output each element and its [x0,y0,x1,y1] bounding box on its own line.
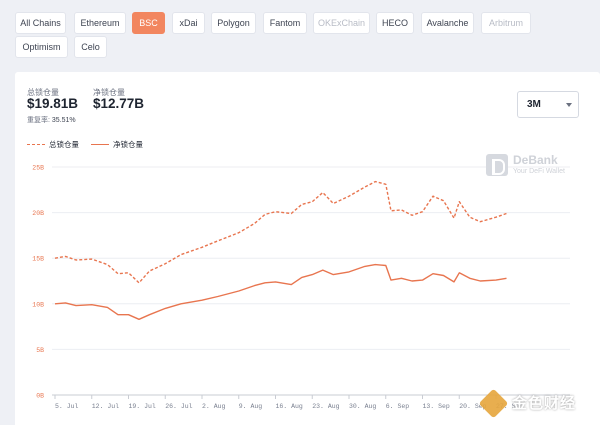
series-line-net [54,263,507,320]
time-range-value: 3M [527,99,541,110]
chain-tab-avalanche[interactable]: Avalanche [421,12,474,34]
x-tick-label: 27. Sep [496,403,523,410]
net-locked-value: $12.77B [93,96,145,111]
time-range-select[interactable]: 3M [517,91,579,118]
legend-total[interactable]: 总锁仓量 [27,138,79,150]
reuse-rate-value: 35.51% [51,117,76,124]
x-tick-label: 13. Sep [423,403,450,410]
chain-tab-xdai[interactable]: xDai [172,12,205,34]
x-tick-label: 30. Aug [349,403,376,410]
brand-name: DeBank [513,153,558,167]
y-tick-label: 20B [32,210,44,217]
debank-brand: DeBank Your DeFi Wallet [486,152,596,182]
y-tick-label: 0B [36,393,44,400]
legend-net[interactable]: 净锁仓量 [91,138,143,150]
y-tick-label: 25B [32,165,44,172]
debank-logo-icon [486,154,508,176]
jinse-watermark: 金色财经 [478,388,598,419]
chain-tab-heco[interactable]: HECO [376,12,414,34]
legend-solid-swatch [91,143,109,145]
x-tick-label: 16. Aug [276,403,303,410]
x-tick-label: 23. Aug [312,403,339,410]
reuse-rate-label: 重复率: [27,117,50,124]
chevron-down-icon [566,103,572,107]
jinse-logo-icon [478,388,509,419]
chain-tab-optimism[interactable]: Optimism [15,36,68,58]
chain-tab-ethereum[interactable]: Ethereum [74,12,126,34]
legend-dashed-swatch [27,143,45,145]
x-tick-label: 26. Jul [165,403,192,410]
x-tick-label: 19. Jul [129,403,156,410]
chain-tab-fantom[interactable]: Fantom [263,12,307,34]
legend-total-label: 总锁仓量 [49,139,79,149]
x-tick-label: 5. Jul [55,403,79,410]
y-tick-label: 10B [32,301,44,308]
x-tick-label: 6. Sep [386,403,410,410]
chain-tab-polygon[interactable]: Polygon [211,12,256,34]
total-locked-value: $19.81B [27,96,79,111]
x-tick-label: 9. Aug [239,403,263,410]
total-locked-label: 总锁仓量 [27,88,59,97]
chain-tab-arbitrum[interactable]: Arbitrum [481,12,531,34]
chain-tab-celo[interactable]: Celo [74,36,107,58]
x-tick-label: 12. Jul [92,403,119,410]
x-tick-label: 20. Sep [459,403,486,410]
tvl-card: 总锁仓量 $19.81B 净锁仓量 $12.77B 重复率: 35.51% 3M… [15,72,600,425]
watermark-text: 金色财经 [512,395,577,412]
brand-tagline: Your DeFi Wallet [513,168,566,175]
x-tick-label: 2. Aug [202,403,226,410]
chain-tab-all-chains[interactable]: All Chains [15,12,66,34]
reuse-rate: 重复率: 35.51% [27,115,76,125]
series-line-total [54,180,507,284]
net-locked-label: 净锁仓量 [93,88,125,97]
y-tick-label: 15B [32,256,44,263]
y-tick-label: 5B [36,347,44,354]
chain-tab-okexchain[interactable]: OKExChain [313,12,370,34]
legend-net-label: 净锁仓量 [113,139,143,149]
chain-tab-bsc[interactable]: BSC [132,12,165,34]
